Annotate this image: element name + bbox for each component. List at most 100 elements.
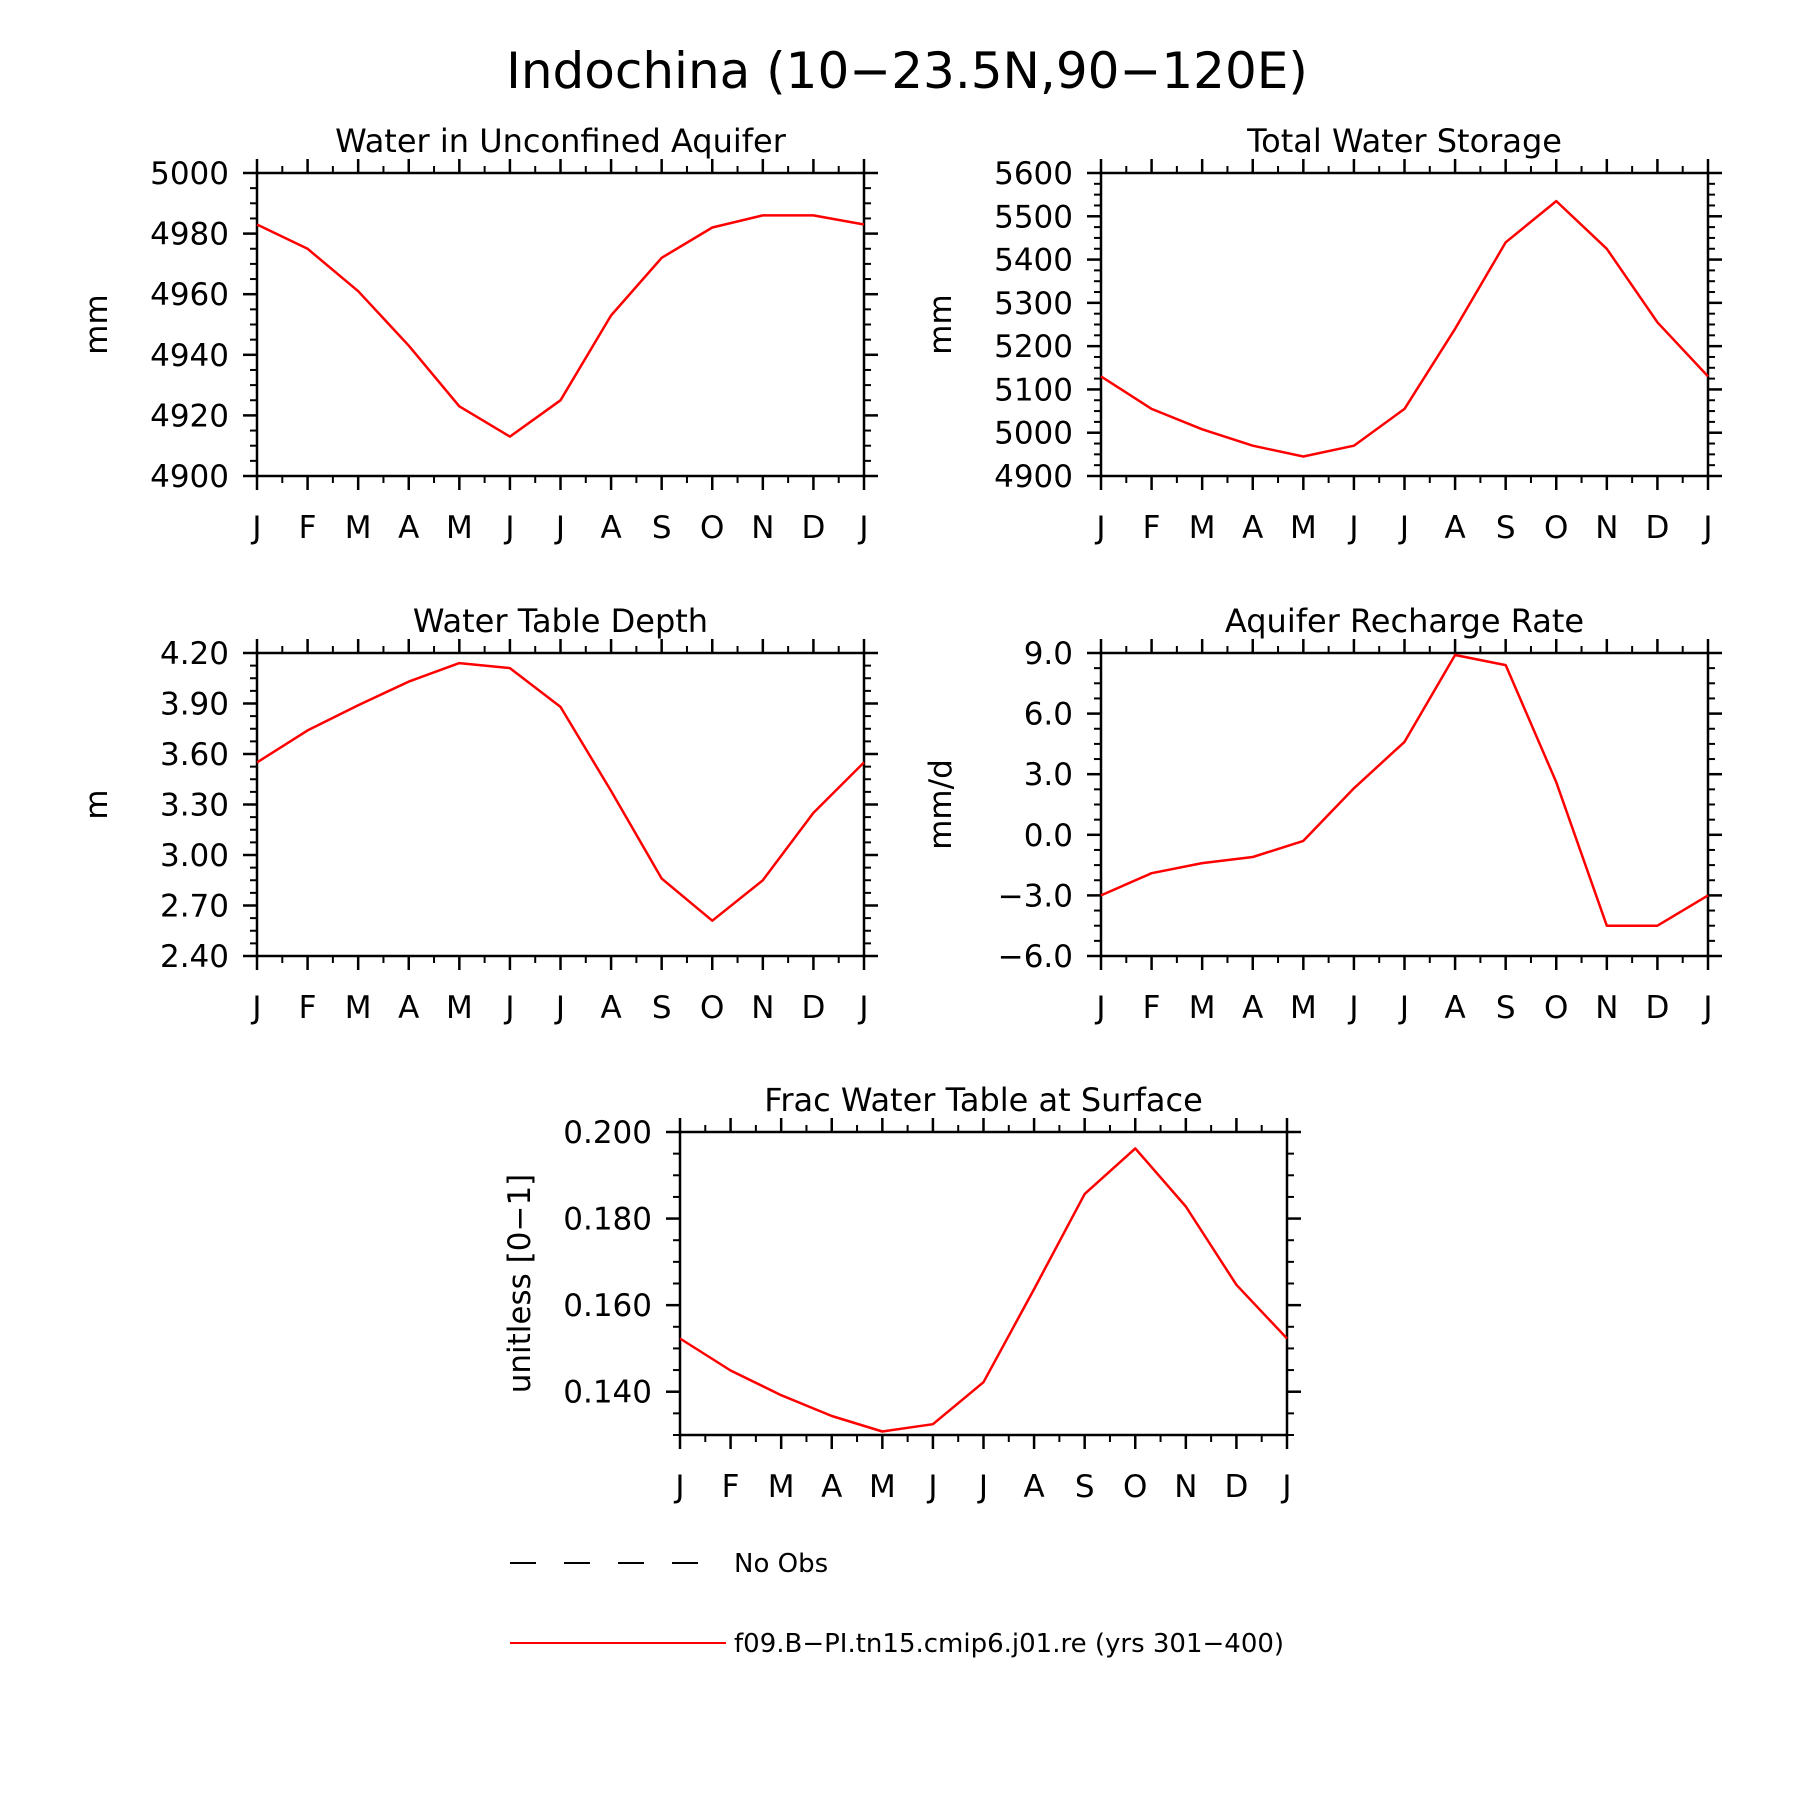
x-tick-label: S bbox=[1496, 990, 1516, 1026]
y-tick-label: 6.0 bbox=[1024, 697, 1073, 733]
panel-title: Water Table Depth bbox=[413, 602, 708, 640]
y-tick-label: 5000 bbox=[994, 416, 1073, 452]
x-tick-label: J bbox=[1398, 990, 1409, 1026]
y-tick-label: 5500 bbox=[994, 199, 1073, 235]
x-tick-label: F bbox=[1143, 990, 1161, 1026]
x-tick-label: M bbox=[345, 510, 372, 546]
series-line-frac-water-table-at-surface bbox=[679, 1147, 1288, 1433]
x-tick-label: M bbox=[869, 1469, 896, 1505]
x-tick-label: J bbox=[503, 510, 514, 546]
y-tick-label: 5600 bbox=[994, 156, 1073, 192]
figure-title: Indochina (10−23.5N,90−120E) bbox=[506, 42, 1308, 100]
y-tick-label: 4900 bbox=[994, 459, 1073, 495]
x-tick-label: J bbox=[926, 1469, 937, 1505]
y-tick-label: 3.60 bbox=[160, 737, 229, 773]
y-tick-label: 5100 bbox=[994, 372, 1073, 408]
chart-panel-aquifer-recharge-rate: J F M A M J J A S O N D J−6.0−3.00.03.06.09.0Aquifer… bbox=[923, 602, 1722, 1026]
x-tick-label: M bbox=[1290, 990, 1317, 1026]
x-tick-label: J bbox=[1701, 990, 1712, 1026]
x-tick-label: J bbox=[1398, 510, 1409, 546]
y-tick-label: −6.0 bbox=[998, 939, 1073, 975]
y-tick-label: 3.0 bbox=[1024, 757, 1073, 793]
y-tick-label: 4980 bbox=[150, 217, 229, 253]
x-tick-label: A bbox=[1242, 990, 1263, 1026]
y-tick-label: −3.0 bbox=[998, 878, 1073, 914]
x-tick-label: D bbox=[1224, 1469, 1248, 1505]
y-tick-label: 3.00 bbox=[160, 838, 229, 874]
y-tick-label: 0.160 bbox=[563, 1288, 652, 1324]
series-line-aquifer-recharge-rate bbox=[1100, 653, 1709, 927]
x-tick-label: N bbox=[751, 990, 774, 1026]
y-tick-label: 3.90 bbox=[160, 687, 229, 723]
chart-panel-total-water-storage: J F M A M J J A S O N D J490050005100520053005400550… bbox=[923, 122, 1722, 546]
panel-title: Aquifer Recharge Rate bbox=[1225, 602, 1584, 640]
x-tick-label: D bbox=[801, 510, 825, 546]
series-line-water-in-unconfined-aquifer bbox=[256, 214, 865, 438]
x-tick-label: S bbox=[652, 990, 672, 1026]
x-tick-label: J bbox=[1347, 510, 1358, 546]
x-tick-label: J bbox=[250, 990, 261, 1026]
x-tick-label: J bbox=[1094, 510, 1105, 546]
x-tick-label: D bbox=[801, 990, 825, 1026]
x-tick-label: M bbox=[1189, 510, 1216, 546]
chart-panel-water-in-unconfined-aquifer: J F M A M J J A S O N D J490049204940496049805000Wat… bbox=[79, 122, 878, 546]
y-tick-label: 4960 bbox=[150, 277, 229, 313]
y-tick-label: 0.0 bbox=[1024, 818, 1073, 854]
y-axis-label: mm bbox=[79, 294, 115, 354]
y-tick-label: 4900 bbox=[150, 459, 229, 495]
y-axis-label: mm bbox=[923, 294, 959, 354]
x-tick-label: A bbox=[1444, 510, 1465, 546]
x-tick-label: A bbox=[1023, 1469, 1044, 1505]
series-line-total-water-storage bbox=[1100, 199, 1709, 458]
x-tick-label: A bbox=[821, 1469, 842, 1505]
x-tick-label: J bbox=[1280, 1469, 1291, 1505]
x-tick-label: D bbox=[1645, 990, 1669, 1026]
x-tick-label: O bbox=[700, 510, 724, 546]
x-tick-label: N bbox=[1595, 510, 1618, 546]
plot-frame bbox=[1099, 171, 1710, 478]
x-tick-label: O bbox=[1123, 1469, 1147, 1505]
y-tick-label: 2.40 bbox=[160, 939, 229, 975]
x-tick-label: A bbox=[1242, 510, 1263, 546]
plot-frame bbox=[255, 651, 866, 958]
legend: No Obs f09.B−PI.tn15.cmip6.j01.re (yrs 3… bbox=[510, 1549, 1284, 1659]
x-tick-label: F bbox=[1143, 510, 1161, 546]
chart-panel-water-table-depth: J F M A M J J A S O N D J2.402.703.003.303.603.904.2… bbox=[79, 602, 878, 1026]
x-tick-label: N bbox=[1174, 1469, 1197, 1505]
x-tick-label: M bbox=[1189, 990, 1216, 1026]
y-tick-label: 4940 bbox=[150, 338, 229, 374]
y-axis-label: mm/d bbox=[923, 759, 959, 850]
y-tick-label: 0.200 bbox=[563, 1115, 652, 1151]
y-tick-label: 0.140 bbox=[563, 1375, 652, 1411]
y-tick-label: 2.70 bbox=[160, 889, 229, 925]
x-tick-label: J bbox=[1347, 990, 1358, 1026]
panel-title: Water in Unconfined Aquifer bbox=[335, 122, 787, 160]
x-tick-label: N bbox=[751, 510, 774, 546]
y-tick-label: 5200 bbox=[994, 329, 1073, 365]
x-tick-label: O bbox=[700, 990, 724, 1026]
y-tick-label: 5300 bbox=[994, 286, 1073, 322]
x-tick-label: J bbox=[503, 990, 514, 1026]
x-tick-label: J bbox=[857, 510, 868, 546]
y-axis-label: m bbox=[79, 789, 115, 819]
series-line-water-table-depth bbox=[256, 661, 865, 922]
x-tick-label: J bbox=[857, 990, 868, 1026]
x-tick-label: A bbox=[398, 510, 419, 546]
x-tick-label: M bbox=[345, 990, 372, 1026]
legend-model-label: f09.B−PI.tn15.cmip6.j01.re (yrs 301−400) bbox=[734, 1629, 1284, 1659]
panel-title: Total Water Storage bbox=[1246, 122, 1562, 160]
x-tick-label: A bbox=[398, 990, 419, 1026]
x-tick-label: S bbox=[1075, 1469, 1095, 1505]
x-tick-label: N bbox=[1595, 990, 1618, 1026]
y-tick-label: 0.180 bbox=[563, 1202, 652, 1238]
plot-frame bbox=[255, 171, 866, 478]
y-tick-label: 5000 bbox=[150, 156, 229, 192]
x-tick-label: F bbox=[299, 990, 317, 1026]
y-tick-label: 4.20 bbox=[160, 636, 229, 672]
x-tick-label: M bbox=[1290, 510, 1317, 546]
y-tick-label: 3.30 bbox=[160, 788, 229, 824]
x-tick-label: O bbox=[1544, 990, 1568, 1026]
x-tick-label: M bbox=[768, 1469, 795, 1505]
